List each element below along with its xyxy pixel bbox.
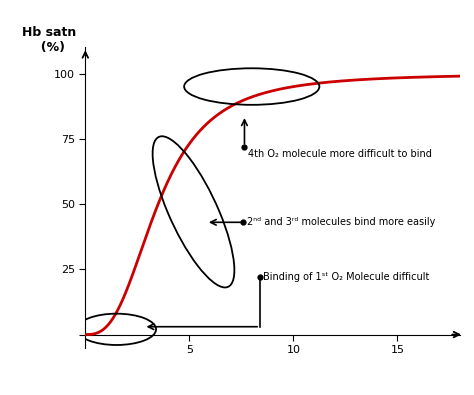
Text: Binding of 1ˢᵗ O₂ Molecule difficult: Binding of 1ˢᵗ O₂ Molecule difficult [263, 272, 429, 282]
Text: 4th O₂ molecule more difficult to bind: 4th O₂ molecule more difficult to bind [247, 149, 431, 159]
Text: 2ⁿᵈ and 3ʳᵈ molecules bind more easily: 2ⁿᵈ and 3ʳᵈ molecules bind more easily [246, 217, 435, 227]
Text: Hb satn
  (%): Hb satn (%) [22, 26, 76, 55]
